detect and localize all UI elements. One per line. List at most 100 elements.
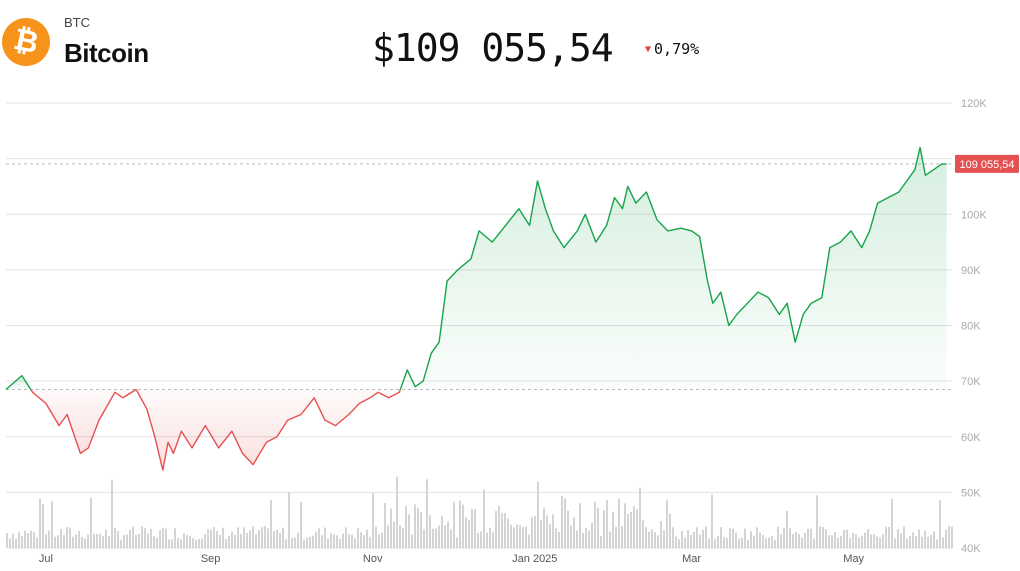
volume-bar [888, 526, 890, 548]
volume-bar [258, 530, 260, 548]
volume-bar [129, 529, 131, 548]
volume-bar [456, 537, 458, 548]
current-price-tag-text: 109 055,54 [959, 159, 1014, 171]
volume-bar [177, 537, 179, 548]
volume-bar [270, 500, 272, 548]
volume-bar [465, 517, 467, 548]
volume-bar [720, 527, 722, 548]
volume-bar [912, 532, 914, 548]
volume-bar [309, 536, 311, 548]
volume-bar [72, 536, 74, 548]
volume-bar [855, 534, 857, 548]
volume-bar [690, 535, 692, 548]
volume-bar [876, 536, 878, 548]
volume-bar [546, 515, 548, 548]
volume-bar [342, 533, 344, 548]
volume-bar [396, 476, 398, 548]
volume-bar [495, 511, 497, 548]
volume-bar [810, 528, 812, 548]
volume-bar [525, 526, 527, 548]
volume-bar [930, 534, 932, 548]
volume-bar [750, 531, 752, 548]
volume-bar [714, 539, 716, 548]
volume-bar [291, 537, 293, 548]
volume-bar [564, 498, 566, 548]
volume-bar [522, 527, 524, 548]
volume-bar [240, 534, 242, 548]
volume-bar [234, 534, 236, 548]
volume-bar [483, 489, 485, 548]
volume-bar [195, 539, 197, 548]
volume-bar [621, 526, 623, 548]
volume-bar [408, 514, 410, 548]
volume-bar [756, 527, 758, 548]
volume-bar [708, 538, 710, 548]
volume-bar [849, 538, 851, 548]
volume-bar [33, 532, 35, 548]
area-fill-up [400, 147, 947, 390]
volume-bar [315, 531, 317, 548]
volume-bar [144, 527, 146, 548]
price-change: ▼ 0,79% [645, 40, 699, 58]
volume-bar [618, 498, 620, 548]
volume-bar [813, 538, 815, 548]
volume-bar [894, 538, 896, 548]
volume-bar [852, 532, 854, 548]
price-line-down [30, 388, 137, 455]
volume-bar [228, 535, 230, 548]
volume-bar [498, 506, 500, 548]
volume-bar [171, 539, 173, 548]
volume-bar [609, 531, 611, 548]
volume-bar [207, 529, 209, 548]
current-price: $109 055,54 [372, 26, 614, 70]
x-tick-label: Sep [201, 553, 221, 565]
y-tick-label: 100K [961, 209, 987, 221]
volume-bar [867, 529, 869, 548]
volume-bar [339, 539, 341, 548]
volume-bar [579, 503, 581, 548]
volume-bar [162, 527, 164, 548]
volume-bar [450, 529, 452, 548]
volume-bar [702, 529, 704, 548]
volume-bar [354, 538, 356, 548]
volume-bar [843, 530, 845, 548]
volume-bar [489, 528, 491, 548]
volume-bar [90, 497, 92, 548]
y-tick-label: 40K [961, 543, 981, 555]
volume-bar [729, 528, 731, 548]
volume-bar [807, 528, 809, 548]
volume-bar [417, 507, 419, 548]
volume-bar [93, 533, 95, 548]
volume-bar [330, 533, 332, 548]
y-tick-label: 90K [961, 265, 981, 277]
volume-bar [42, 504, 44, 548]
volume-bar [210, 529, 212, 548]
volume-bar [816, 495, 818, 548]
volume-bar [48, 530, 50, 548]
volume-bar [693, 531, 695, 548]
volume-bar [243, 527, 245, 548]
volume-bar [231, 531, 233, 548]
volume-bar [423, 529, 425, 548]
volume-bar [264, 526, 266, 548]
asset-name: Bitcoin [64, 38, 149, 68]
volume-bar [198, 538, 200, 548]
volume-bar [672, 527, 674, 548]
volume-bar [861, 535, 863, 548]
volume-bar [840, 535, 842, 548]
volume-bar [267, 528, 269, 548]
volume-bar [99, 533, 101, 548]
volume-bar [858, 537, 860, 548]
volume-bar [174, 528, 176, 548]
bitcoin-logo: ₿ [2, 18, 50, 66]
volume-bar [300, 501, 302, 548]
volume-bar [321, 535, 323, 548]
x-tick-label: Nov [363, 553, 383, 565]
volume-bar [789, 528, 791, 548]
down-arrow-icon: ▼ [645, 44, 652, 55]
volume-bar [219, 534, 221, 548]
volume-bar [663, 530, 665, 548]
volume-bar [126, 534, 128, 548]
volume-bar [795, 531, 797, 548]
